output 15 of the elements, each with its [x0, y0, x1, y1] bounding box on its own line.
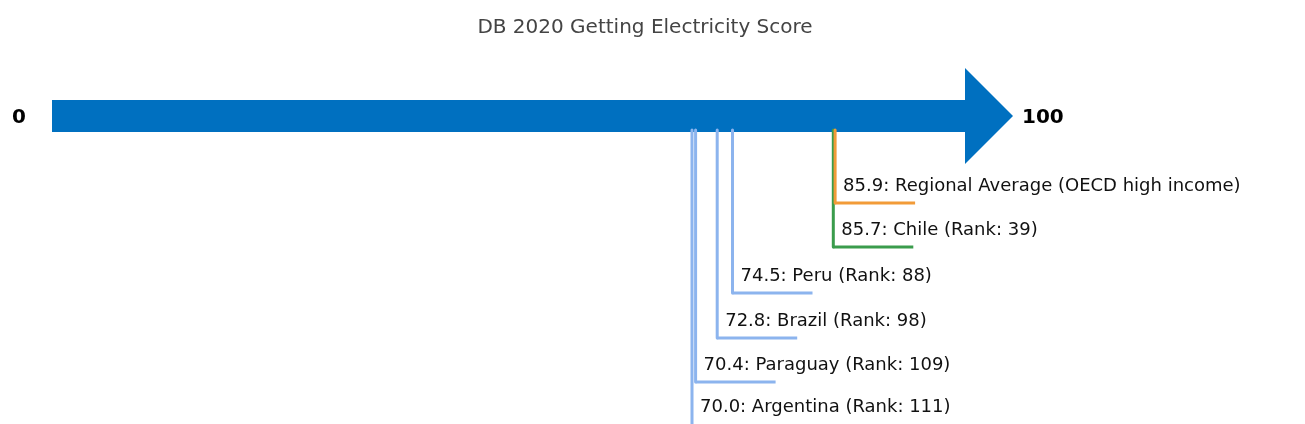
text: DB 2020 Getting Electricity Score [476, 14, 814, 38]
category-label: Argentina (Rank: 111) [751, 394, 951, 416]
data-label: 74.5: [740, 263, 787, 285]
text: 100 [1022, 104, 1064, 128]
data-label: 72.8: [725, 308, 772, 330]
data-label: 70.0: [700, 394, 747, 416]
text: 0 [12, 104, 26, 128]
data-label: 85.9: [843, 173, 890, 195]
category-label: Regional Average (OECD high income) [894, 173, 1241, 195]
data-label: 70.4: [703, 352, 750, 374]
category-label: Chile (Rank: 39) [893, 217, 1038, 239]
data-label: 85.7: [841, 217, 888, 239]
category-label: Brazil (Rank: 98) [777, 308, 927, 330]
category-label: Paraguay (Rank: 109) [755, 352, 951, 374]
category-label: Peru (Rank: 88) [792, 263, 932, 285]
